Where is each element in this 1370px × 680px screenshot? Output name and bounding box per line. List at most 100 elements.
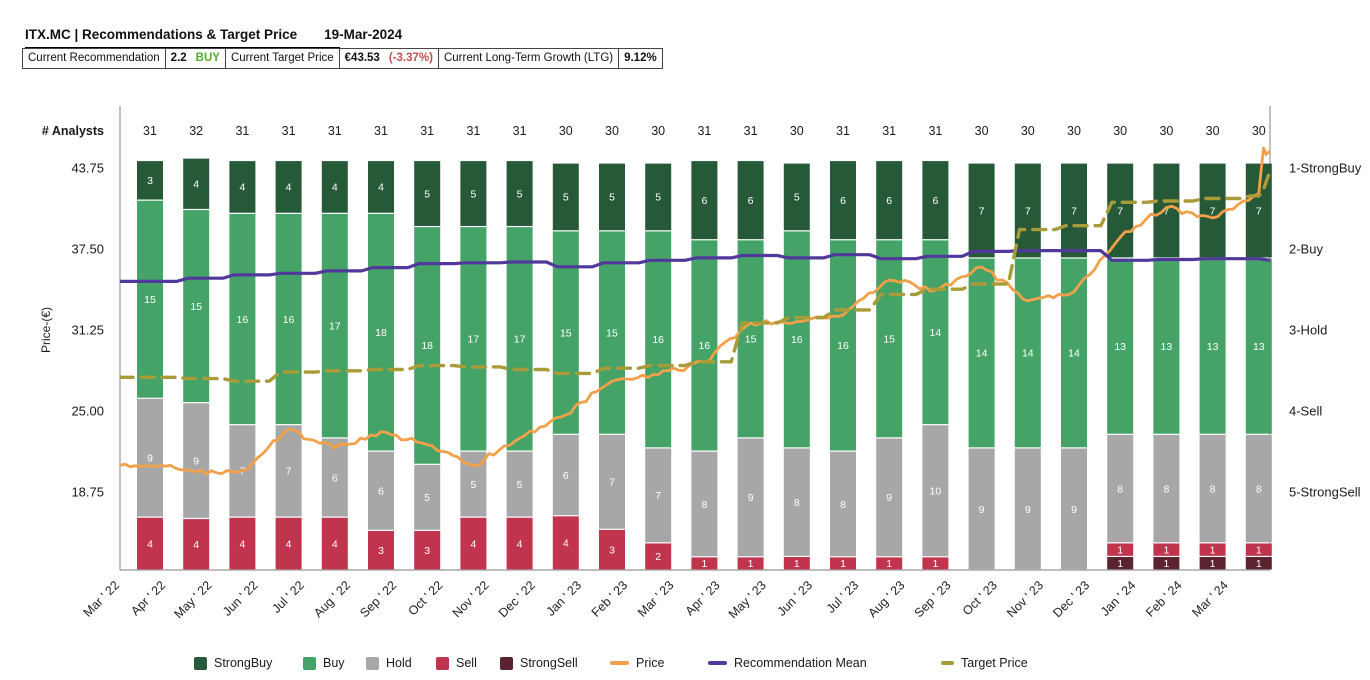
x-tick-label: Mar ' 24 [1189, 578, 1231, 620]
legend-swatch [366, 656, 379, 670]
bar-segment-label: 4 [378, 182, 384, 194]
bar-segment-hold [1061, 448, 1087, 570]
bar-segment-buy [922, 240, 949, 425]
bar-segment-strongsell [1245, 557, 1272, 570]
analyst-count: 31 [744, 124, 758, 138]
legend-item-strongbuy: StrongBuy [194, 651, 272, 675]
bar-segment-strongbuy [876, 161, 903, 240]
bar-segment-label: 9 [193, 455, 199, 467]
bar-segment-label: 4 [563, 538, 569, 550]
bar-segment-label: 15 [560, 327, 572, 339]
bar-segment-label: 2 [655, 551, 661, 563]
bar-segment-sell [1245, 543, 1272, 556]
bar-segment-label: 7 [286, 466, 292, 478]
bar-segment-buy [229, 213, 256, 425]
x-tick-label: Jun ' 22 [220, 578, 261, 619]
x-tick-label: Nov ' 23 [1004, 578, 1046, 620]
recommendation-axis-label: 1-StrongBuy [1289, 161, 1362, 176]
bar-segment-hold [275, 425, 302, 517]
bar-segment-label: 1 [794, 558, 800, 570]
bar-segment-label: 6 [332, 472, 338, 484]
x-tick-label: Jan ' 23 [544, 578, 585, 619]
stats-table: Current Recommendation 2.2 BUY Current Ta… [22, 48, 663, 69]
bar-segment-strongbuy [1199, 163, 1226, 258]
bar-segment-label: 6 [563, 470, 569, 482]
bar-segment-strongbuy [506, 161, 533, 226]
legend-item-sell: Sell [436, 651, 477, 675]
bar-segment-sell [599, 529, 625, 570]
analyst-count: 31 [328, 124, 342, 138]
price-tick-label: 37.50 [71, 242, 104, 257]
bar-segment-label: 6 [378, 486, 384, 498]
bar-segment-hold [876, 438, 903, 557]
bar-segment-strongbuy [368, 161, 394, 213]
analyst-count: 31 [374, 124, 388, 138]
bar-segment-sell [275, 517, 302, 570]
legend-swatch [194, 656, 207, 670]
bar-segment-label: 1 [840, 558, 846, 570]
bar-segment-label: 17 [514, 334, 526, 346]
bar-segment-buy [275, 213, 302, 425]
page-title: ITX.MC | Recommendations & Target Price [25, 27, 298, 42]
bar-segment-label: 7 [979, 205, 985, 217]
stat-value-recommendation: 2.2 BUY [166, 49, 226, 68]
bar-segment-label: 1 [748, 558, 754, 570]
bar-segment-buy [1107, 258, 1134, 434]
x-tick-label: Jan ' 24 [1098, 578, 1139, 619]
bar-segment-label: 8 [1163, 483, 1169, 495]
bar-segment-strongbuy [922, 161, 949, 240]
bar-segment-label: 1 [1163, 558, 1169, 570]
report-date: 19-Mar-2024 [324, 27, 403, 42]
bar-segment-label: 14 [976, 348, 988, 360]
bar-segment-label: 5 [424, 188, 430, 200]
bar-segment-hold [922, 425, 949, 557]
legend-label: StrongBuy [214, 656, 273, 670]
bar-segment-label: 5 [424, 492, 430, 504]
analyst-count: 30 [1159, 124, 1173, 138]
bar-segment-sell [1107, 543, 1134, 556]
bar-segment-label: 1 [1117, 558, 1123, 570]
bar-segment-buy [506, 227, 533, 451]
bar-segment-label: 18 [375, 327, 387, 339]
bar-segment-label: 5 [470, 479, 476, 491]
bar-segment-hold [1245, 434, 1272, 543]
bar-segment-label: 14 [930, 327, 942, 339]
bar-segment-sell [1199, 543, 1226, 556]
bar-segment-label: 5 [563, 192, 569, 204]
x-tick-label: Sep ' 22 [357, 578, 399, 620]
bar-segment-sell [922, 557, 949, 570]
bar-segment-label: 14 [1022, 348, 1034, 360]
bar-segment-sell [414, 530, 441, 570]
legend-label: Buy [323, 656, 345, 670]
bar-segment-label: 8 [794, 497, 800, 509]
bar-segment-label: 14 [1068, 348, 1080, 360]
legend-item-target-price: Target Price [941, 651, 1028, 675]
bar-segment-label: 3 [609, 544, 615, 556]
bar-segment-label: 1 [1256, 544, 1262, 556]
bar-segment-strongbuy [183, 158, 210, 209]
x-tick-label: Aug ' 23 [865, 578, 907, 620]
bar-segment-buy [137, 200, 163, 398]
bar-segment-strongbuy [737, 161, 764, 240]
bar-segment-label: 16 [699, 340, 711, 352]
analyst-count: 31 [513, 124, 527, 138]
legend-item-buy: Buy [303, 651, 345, 675]
bar-segment-strongbuy [1153, 163, 1180, 258]
bar-segment-sell [783, 557, 810, 570]
bar-segment-label: 8 [1256, 483, 1262, 495]
bar-segment-hold [552, 434, 579, 516]
bar-segment-label: 15 [144, 294, 156, 306]
analyst-count: 30 [790, 124, 804, 138]
legend-label: Price [636, 656, 665, 670]
x-tick-label: Feb ' 23 [589, 578, 631, 620]
bar-segment-label: 1 [1256, 558, 1262, 570]
recommendation-axis-label: 5-StrongSell [1289, 485, 1361, 500]
bar-segment-label: 16 [791, 334, 803, 346]
analyst-count: 31 [235, 124, 249, 138]
bar-segment-label: 5 [470, 188, 476, 200]
bar-segment-buy [183, 210, 210, 403]
bar-segment-strongbuy [460, 161, 487, 226]
bar-segment-strongsell [1107, 557, 1134, 570]
